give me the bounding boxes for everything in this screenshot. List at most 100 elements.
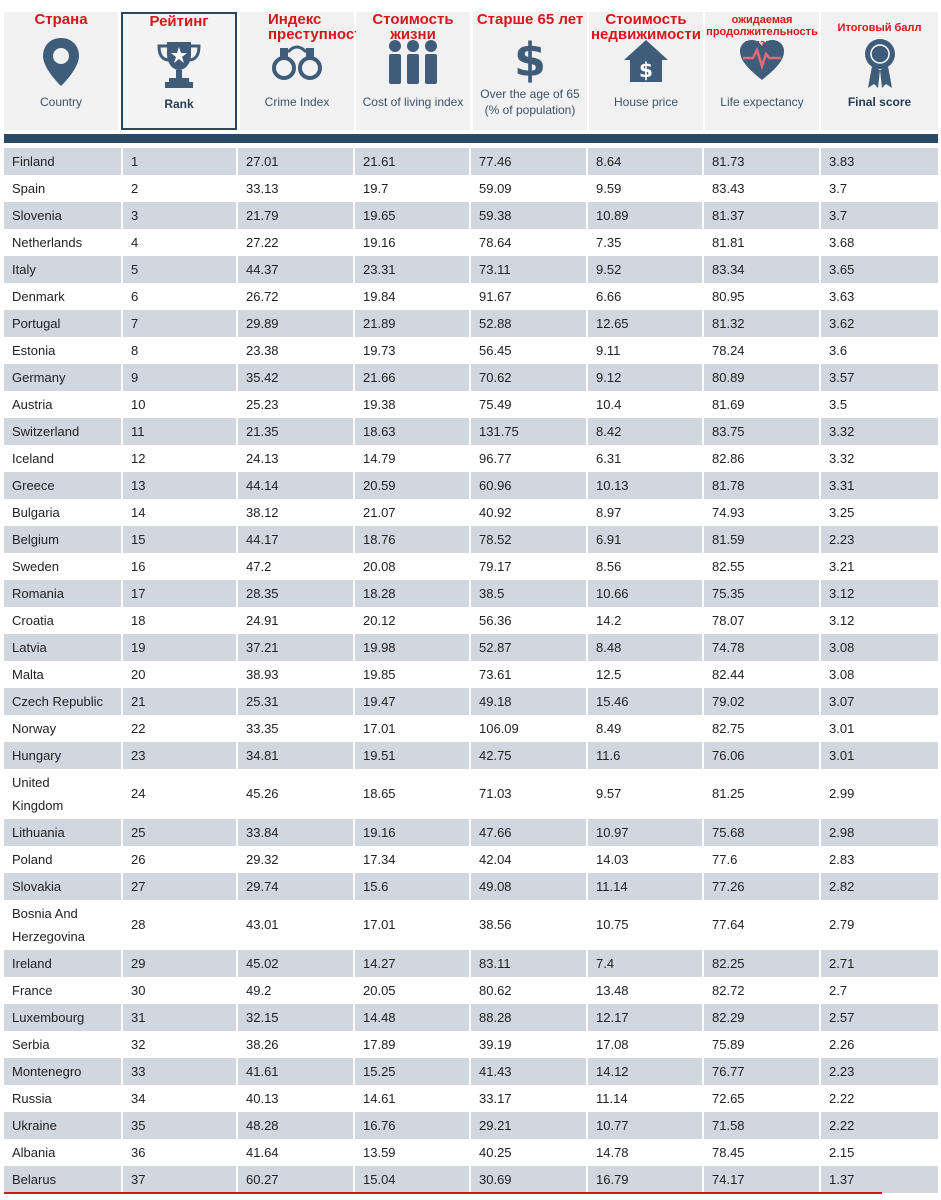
- value-cell: 78.24: [702, 337, 819, 364]
- table-row: Serbia 32 38.26 17.89 39.19 17.08 75.89 2.26: [4, 1031, 938, 1058]
- table-row: Bulgaria 14 38.12 21.07 40.92 8.97 74.93 3.25: [4, 499, 938, 526]
- country-cell: Belgium: [4, 526, 121, 553]
- table-row: Ukraine 35 48.28 16.76 29.21 10.77 71.58 2.22: [4, 1112, 938, 1139]
- value-cell: 73.11: [469, 256, 586, 283]
- value-cell: 83.11: [469, 950, 586, 977]
- value-cell: 78.07: [702, 607, 819, 634]
- value-cell: 14.03: [586, 846, 702, 873]
- value-cell: 2.22: [819, 1112, 938, 1139]
- value-cell: 8.56: [586, 553, 702, 580]
- value-cell: 15.6: [353, 873, 469, 900]
- value-cell: 3.12: [819, 580, 938, 607]
- rank-cell: 26: [121, 846, 236, 873]
- header-en-label: House price: [613, 95, 679, 109]
- value-cell: 42.04: [469, 846, 586, 873]
- value-cell: 3.5: [819, 391, 938, 418]
- value-cell: 41.64: [236, 1139, 353, 1166]
- value-cell: 88.28: [469, 1004, 586, 1031]
- value-cell: 8.42: [586, 418, 702, 445]
- value-cell: 18.28: [353, 580, 469, 607]
- rank-cell: 28: [121, 900, 236, 950]
- table-row: Romania 17 28.35 18.28 38.5 10.66 75.35 3.12: [4, 580, 938, 607]
- value-cell: 41.43: [469, 1058, 586, 1085]
- country-cell: Slovenia: [4, 202, 121, 229]
- value-cell: 3.68: [819, 229, 938, 256]
- value-cell: 18.65: [353, 769, 469, 819]
- value-cell: 72.65: [702, 1085, 819, 1112]
- value-cell: 21.35: [236, 418, 353, 445]
- rank-cell: 5: [121, 256, 236, 283]
- value-cell: 2.23: [819, 1058, 938, 1085]
- value-cell: 78.45: [702, 1139, 819, 1166]
- value-cell: 17.08: [586, 1031, 702, 1058]
- country-cell: Bosnia And Herzegovina: [4, 900, 121, 950]
- value-cell: 75.89: [702, 1031, 819, 1058]
- rank-cell: 34: [121, 1085, 236, 1112]
- country-cell: Poland: [4, 846, 121, 873]
- value-cell: 3.01: [819, 742, 938, 769]
- country-cell: Slovakia: [4, 873, 121, 900]
- value-cell: 52.87: [469, 634, 586, 661]
- rank-cell: 23: [121, 742, 236, 769]
- value-cell: 79.17: [469, 553, 586, 580]
- value-cell: 56.36: [469, 607, 586, 634]
- table-row: Czech Republic 21 25.31 19.47 49.18 15.46 79.0…: [4, 688, 938, 715]
- header-ru-label: Старше 65 лет: [476, 11, 584, 28]
- value-cell: 33.84: [236, 819, 353, 846]
- value-cell: 81.69: [702, 391, 819, 418]
- header-en-label: Country: [39, 95, 83, 109]
- value-cell: 7.4: [586, 950, 702, 977]
- value-cell: 81.59: [702, 526, 819, 553]
- value-cell: 44.37: [236, 256, 353, 283]
- table-row: Albania 36 41.64 13.59 40.25 14.78 78.45 2.15: [4, 1139, 938, 1166]
- rank-cell: 37: [121, 1166, 236, 1193]
- country-cell: Greece: [4, 472, 121, 499]
- value-cell: 77.26: [702, 873, 819, 900]
- value-cell: 82.72: [702, 977, 819, 1004]
- handcuffs-icon: [272, 45, 322, 80]
- value-cell: 19.47: [353, 688, 469, 715]
- value-cell: 74.78: [702, 634, 819, 661]
- value-cell: 19.84: [353, 283, 469, 310]
- value-cell: 30.69: [469, 1166, 586, 1193]
- rank-cell: 16: [121, 553, 236, 580]
- value-cell: 19.51: [353, 742, 469, 769]
- value-cell: 45.02: [236, 950, 353, 977]
- value-cell: 16.76: [353, 1112, 469, 1139]
- value-cell: 1.37: [819, 1166, 938, 1193]
- country-cell: Belarus: [4, 1166, 121, 1193]
- heart-pulse-icon: [740, 40, 784, 80]
- dollar-icon: $: [514, 33, 546, 84]
- table-row: Denmark 6 26.72 19.84 91.67 6.66 80.95 3.63: [4, 283, 938, 310]
- value-cell: 3.08: [819, 661, 938, 688]
- value-cell: 16.79: [586, 1166, 702, 1193]
- value-cell: 3.62: [819, 310, 938, 337]
- value-cell: 2.15: [819, 1139, 938, 1166]
- table-row: Finland 1 27.01 21.61 77.46 8.64 81.73 3.83: [4, 148, 938, 175]
- table-row: Sweden 16 47.2 20.08 79.17 8.56 82.55 3.21: [4, 553, 938, 580]
- value-cell: 2.71: [819, 950, 938, 977]
- value-cell: 38.26: [236, 1031, 353, 1058]
- rank-cell: 15: [121, 526, 236, 553]
- rank-cell: 22: [121, 715, 236, 742]
- value-cell: 3.7: [819, 175, 938, 202]
- value-cell: 3.32: [819, 445, 938, 472]
- country-cell: Latvia: [4, 634, 121, 661]
- table-row: Norway 22 33.35 17.01 106.09 8.49 82.75 3.01: [4, 715, 938, 742]
- value-cell: 42.75: [469, 742, 586, 769]
- value-cell: 45.26: [236, 769, 353, 819]
- value-cell: 81.73: [702, 148, 819, 175]
- value-cell: 19.98: [353, 634, 469, 661]
- value-cell: 59.09: [469, 175, 586, 202]
- value-cell: 59.38: [469, 202, 586, 229]
- table-row: Iceland 12 24.13 14.79 96.77 6.31 82.86 3.32: [4, 445, 938, 472]
- value-cell: 14.2: [586, 607, 702, 634]
- value-cell: 19.85: [353, 661, 469, 688]
- value-cell: 3.57: [819, 364, 938, 391]
- value-cell: 26.72: [236, 283, 353, 310]
- value-cell: 71.03: [469, 769, 586, 819]
- rank-cell: 14: [121, 499, 236, 526]
- value-cell: 15.25: [353, 1058, 469, 1085]
- value-cell: 79.02: [702, 688, 819, 715]
- value-cell: 47.2: [236, 553, 353, 580]
